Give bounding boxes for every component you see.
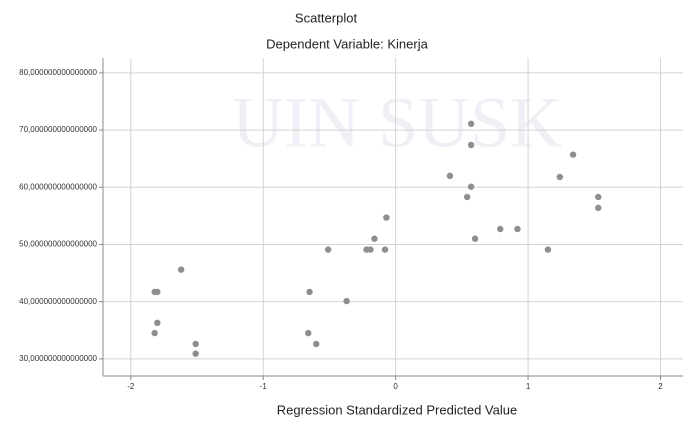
point <box>324 246 332 253</box>
point <box>463 193 471 201</box>
point <box>595 193 602 201</box>
y-tick-label: 80,000000000000000 <box>19 68 97 77</box>
point <box>367 246 374 253</box>
chart-title: Scatterplot <box>295 10 358 25</box>
point <box>471 235 479 242</box>
y-tick-label: 70,000000000000000 <box>19 125 97 134</box>
point <box>467 120 475 127</box>
point <box>312 340 320 348</box>
point <box>154 288 161 296</box>
point <box>381 246 389 253</box>
point <box>305 329 312 337</box>
point <box>371 235 378 242</box>
point <box>177 266 185 273</box>
point <box>544 246 552 253</box>
x-tick-label: 1 <box>526 382 531 391</box>
x-tick-label: 2 <box>658 382 663 391</box>
point <box>343 297 350 305</box>
point <box>306 288 313 296</box>
chart-subtitle: Dependent Variable: Kinerja <box>266 36 428 51</box>
y-tick-label: 30,000000000000000 <box>19 354 97 363</box>
point <box>569 151 577 158</box>
watermark: UIN SUSK <box>232 83 562 163</box>
x-tick-label: -1 <box>260 382 268 391</box>
y-tick-label: 40,000000000000000 <box>19 297 97 306</box>
point <box>467 141 475 149</box>
point <box>446 172 454 180</box>
point <box>595 204 602 212</box>
x-tick-label: -2 <box>127 382 135 391</box>
point <box>514 225 521 233</box>
y-tick-label: 50,000000000000000 <box>19 240 97 249</box>
point <box>151 329 158 337</box>
point <box>154 319 161 327</box>
point <box>556 173 564 181</box>
x-tick-label: 0 <box>393 382 398 391</box>
point <box>192 340 199 348</box>
y-tick-label: 60,000000000000000 <box>19 182 97 191</box>
point <box>192 350 199 357</box>
point <box>497 225 504 233</box>
point <box>383 214 390 221</box>
point <box>467 183 475 190</box>
x-axis-label: Regression Standardized Predicted Value <box>277 402 517 417</box>
